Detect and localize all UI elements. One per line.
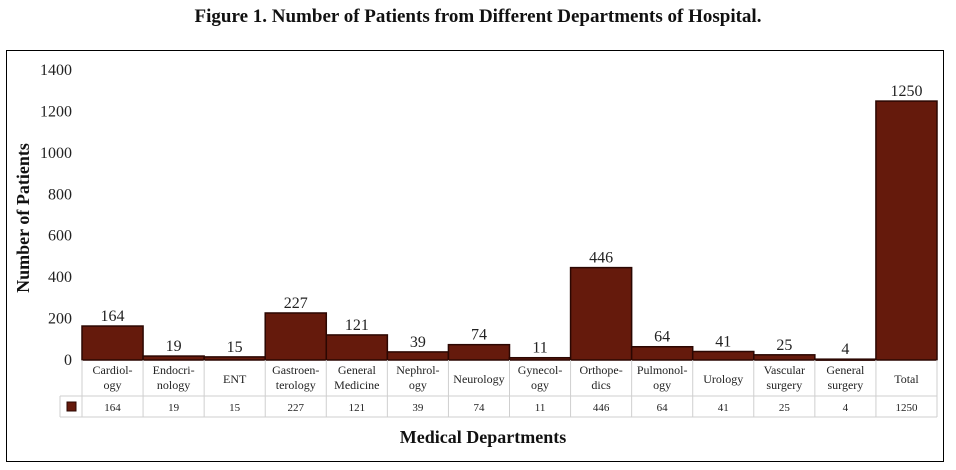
data-label: 121 [345, 317, 369, 334]
table-value: 1250 [895, 402, 918, 414]
category-label: Cardiol-ogy [93, 363, 133, 392]
data-label: 11 [532, 340, 547, 357]
category-label: Gastroen-terology [272, 363, 319, 392]
y-tick-label: 600 [48, 228, 72, 245]
bar [81, 325, 144, 361]
bar [386, 351, 450, 361]
table-value: 121 [349, 402, 366, 414]
data-label: 446 [589, 250, 613, 267]
bar [753, 354, 816, 361]
table-value: 15 [229, 402, 241, 414]
table-value: 4 [843, 402, 849, 414]
chart-title: Figure 1. Number of Patients from Differ… [194, 6, 762, 27]
data-label: 25 [776, 337, 792, 354]
data-label: 4 [841, 341, 849, 358]
category-label: Neurology [453, 372, 504, 386]
table-value: 227 [288, 402, 305, 414]
table-value: 11 [535, 402, 546, 414]
chart-frame [6, 50, 944, 462]
table-value: 164 [104, 402, 121, 414]
y-axis-title: Number of Patients [13, 143, 33, 293]
bar [325, 334, 389, 361]
category-label: Urology [703, 372, 743, 386]
category-label: Endocri-nology [153, 363, 195, 392]
category-label: Total [894, 372, 919, 386]
data-label: 64 [654, 329, 670, 346]
data-label: 39 [410, 334, 426, 351]
bar [203, 356, 266, 361]
y-tick-label: 0 [64, 352, 72, 369]
category-label: Nephrol-ogy [396, 363, 439, 392]
data-label: 19 [166, 338, 182, 355]
table-value: 19 [168, 402, 180, 414]
category-label: General Medicine [334, 363, 379, 392]
table-value: 39 [412, 402, 424, 414]
bar [630, 345, 694, 361]
category-label: Gynecol-ogy [518, 363, 563, 392]
category-label: General surgery [826, 363, 865, 392]
y-tick-label: 1200 [40, 103, 72, 120]
x-axis-title: Medical Departments [400, 427, 566, 447]
y-tick-label: 200 [48, 311, 72, 328]
bars [81, 100, 938, 361]
table-value: 25 [779, 402, 791, 414]
category-label: Pulmonol-ogy [637, 363, 688, 392]
data-label: 15 [227, 339, 243, 356]
legend-key [66, 401, 77, 412]
category-label: Orthope-dics [579, 363, 622, 392]
table-value: 64 [657, 402, 669, 414]
y-tick-label: 1000 [40, 145, 72, 162]
bar [508, 356, 572, 361]
y-tick-label: 800 [48, 186, 72, 203]
bar [569, 266, 633, 361]
table-value: 446 [593, 402, 610, 414]
table-value: 74 [473, 402, 485, 414]
category-label: Vascular surgery [764, 363, 805, 392]
bar [875, 100, 938, 361]
y-tick-label: 400 [48, 269, 72, 286]
table-value: 41 [718, 402, 729, 414]
bar [142, 355, 205, 361]
bar [814, 358, 877, 361]
y-axis: 0 200 400 600 800 1000 1200 1400 [40, 62, 72, 369]
data-label: 1250 [890, 83, 922, 100]
data-label: 74 [471, 327, 487, 344]
data-table: Cardiol-ogy 164 Endocri-nology 19 ENT 15 Gastr… [59, 360, 938, 418]
data-labels: 164 19 15 227 121 39 74 11 446 64 41 25 4 1250 [101, 83, 923, 358]
data-label: 41 [715, 334, 731, 351]
y-tick-label: 1400 [40, 62, 72, 79]
data-label: 227 [284, 295, 308, 312]
bar [691, 350, 755, 361]
data-label: 164 [101, 308, 125, 325]
bar [264, 312, 328, 361]
bar [447, 343, 511, 361]
category-label: ENT [223, 372, 247, 386]
